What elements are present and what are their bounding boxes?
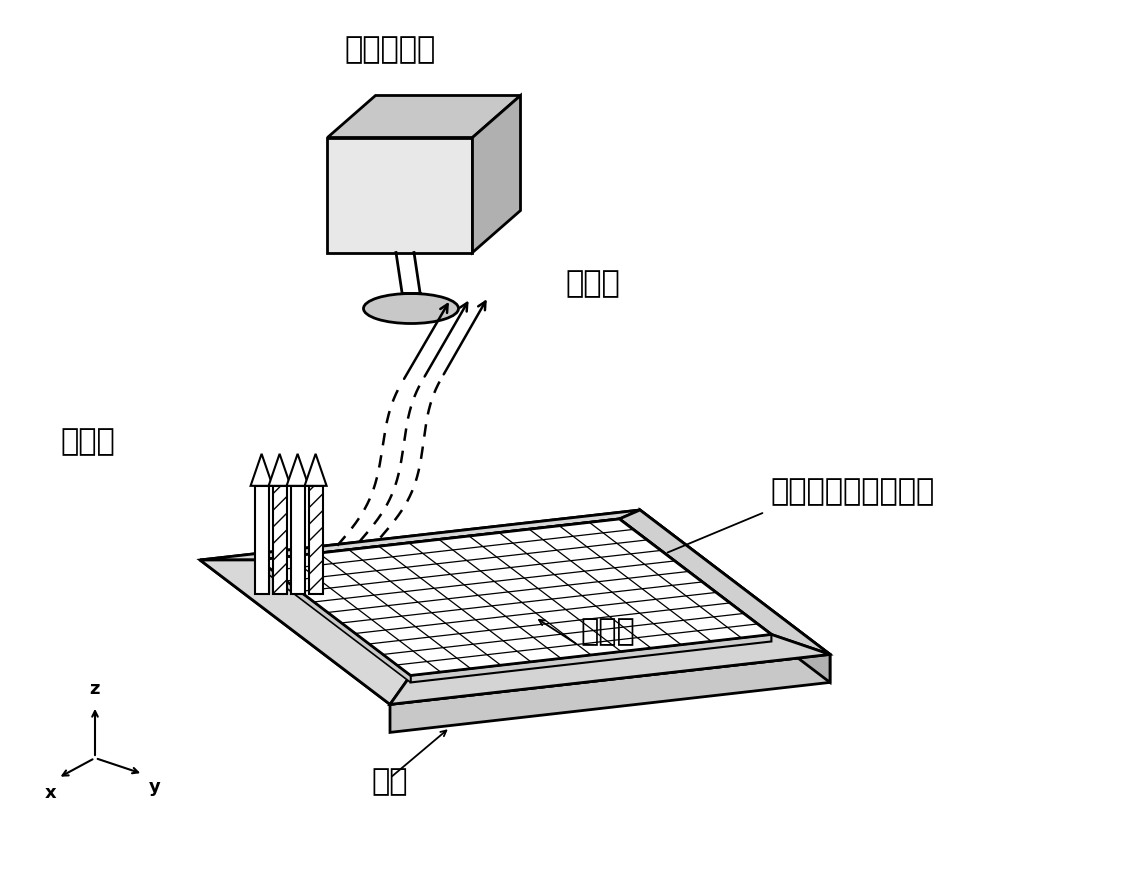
Polygon shape <box>390 634 830 704</box>
Polygon shape <box>200 510 830 704</box>
Polygon shape <box>472 96 520 253</box>
Polygon shape <box>305 454 327 486</box>
Polygon shape <box>619 510 830 655</box>
Polygon shape <box>255 486 269 594</box>
Text: x: x <box>46 784 57 802</box>
Text: 热对流: 热对流 <box>60 427 115 456</box>
Text: z: z <box>90 680 100 698</box>
Polygon shape <box>411 634 772 683</box>
Polygon shape <box>250 454 273 486</box>
Polygon shape <box>308 486 322 594</box>
Polygon shape <box>287 454 308 486</box>
Polygon shape <box>290 486 305 594</box>
Polygon shape <box>200 510 640 560</box>
Polygon shape <box>258 560 411 683</box>
Ellipse shape <box>363 294 459 324</box>
Polygon shape <box>328 137 472 253</box>
Text: 热源: 热源 <box>372 767 409 796</box>
Text: 热传导: 热传导 <box>580 617 635 646</box>
Polygon shape <box>200 560 411 704</box>
Polygon shape <box>258 519 772 676</box>
Text: y: y <box>149 778 160 796</box>
Polygon shape <box>273 486 287 594</box>
Polygon shape <box>258 519 772 676</box>
Polygon shape <box>390 655 830 732</box>
Polygon shape <box>269 454 290 486</box>
Text: 可重构全热学超表面: 可重构全热学超表面 <box>770 477 934 506</box>
Polygon shape <box>328 96 520 137</box>
Text: 热辐射: 热辐射 <box>564 269 620 298</box>
Polygon shape <box>640 510 830 682</box>
Text: 红外热像仪: 红外热像仪 <box>345 35 436 64</box>
